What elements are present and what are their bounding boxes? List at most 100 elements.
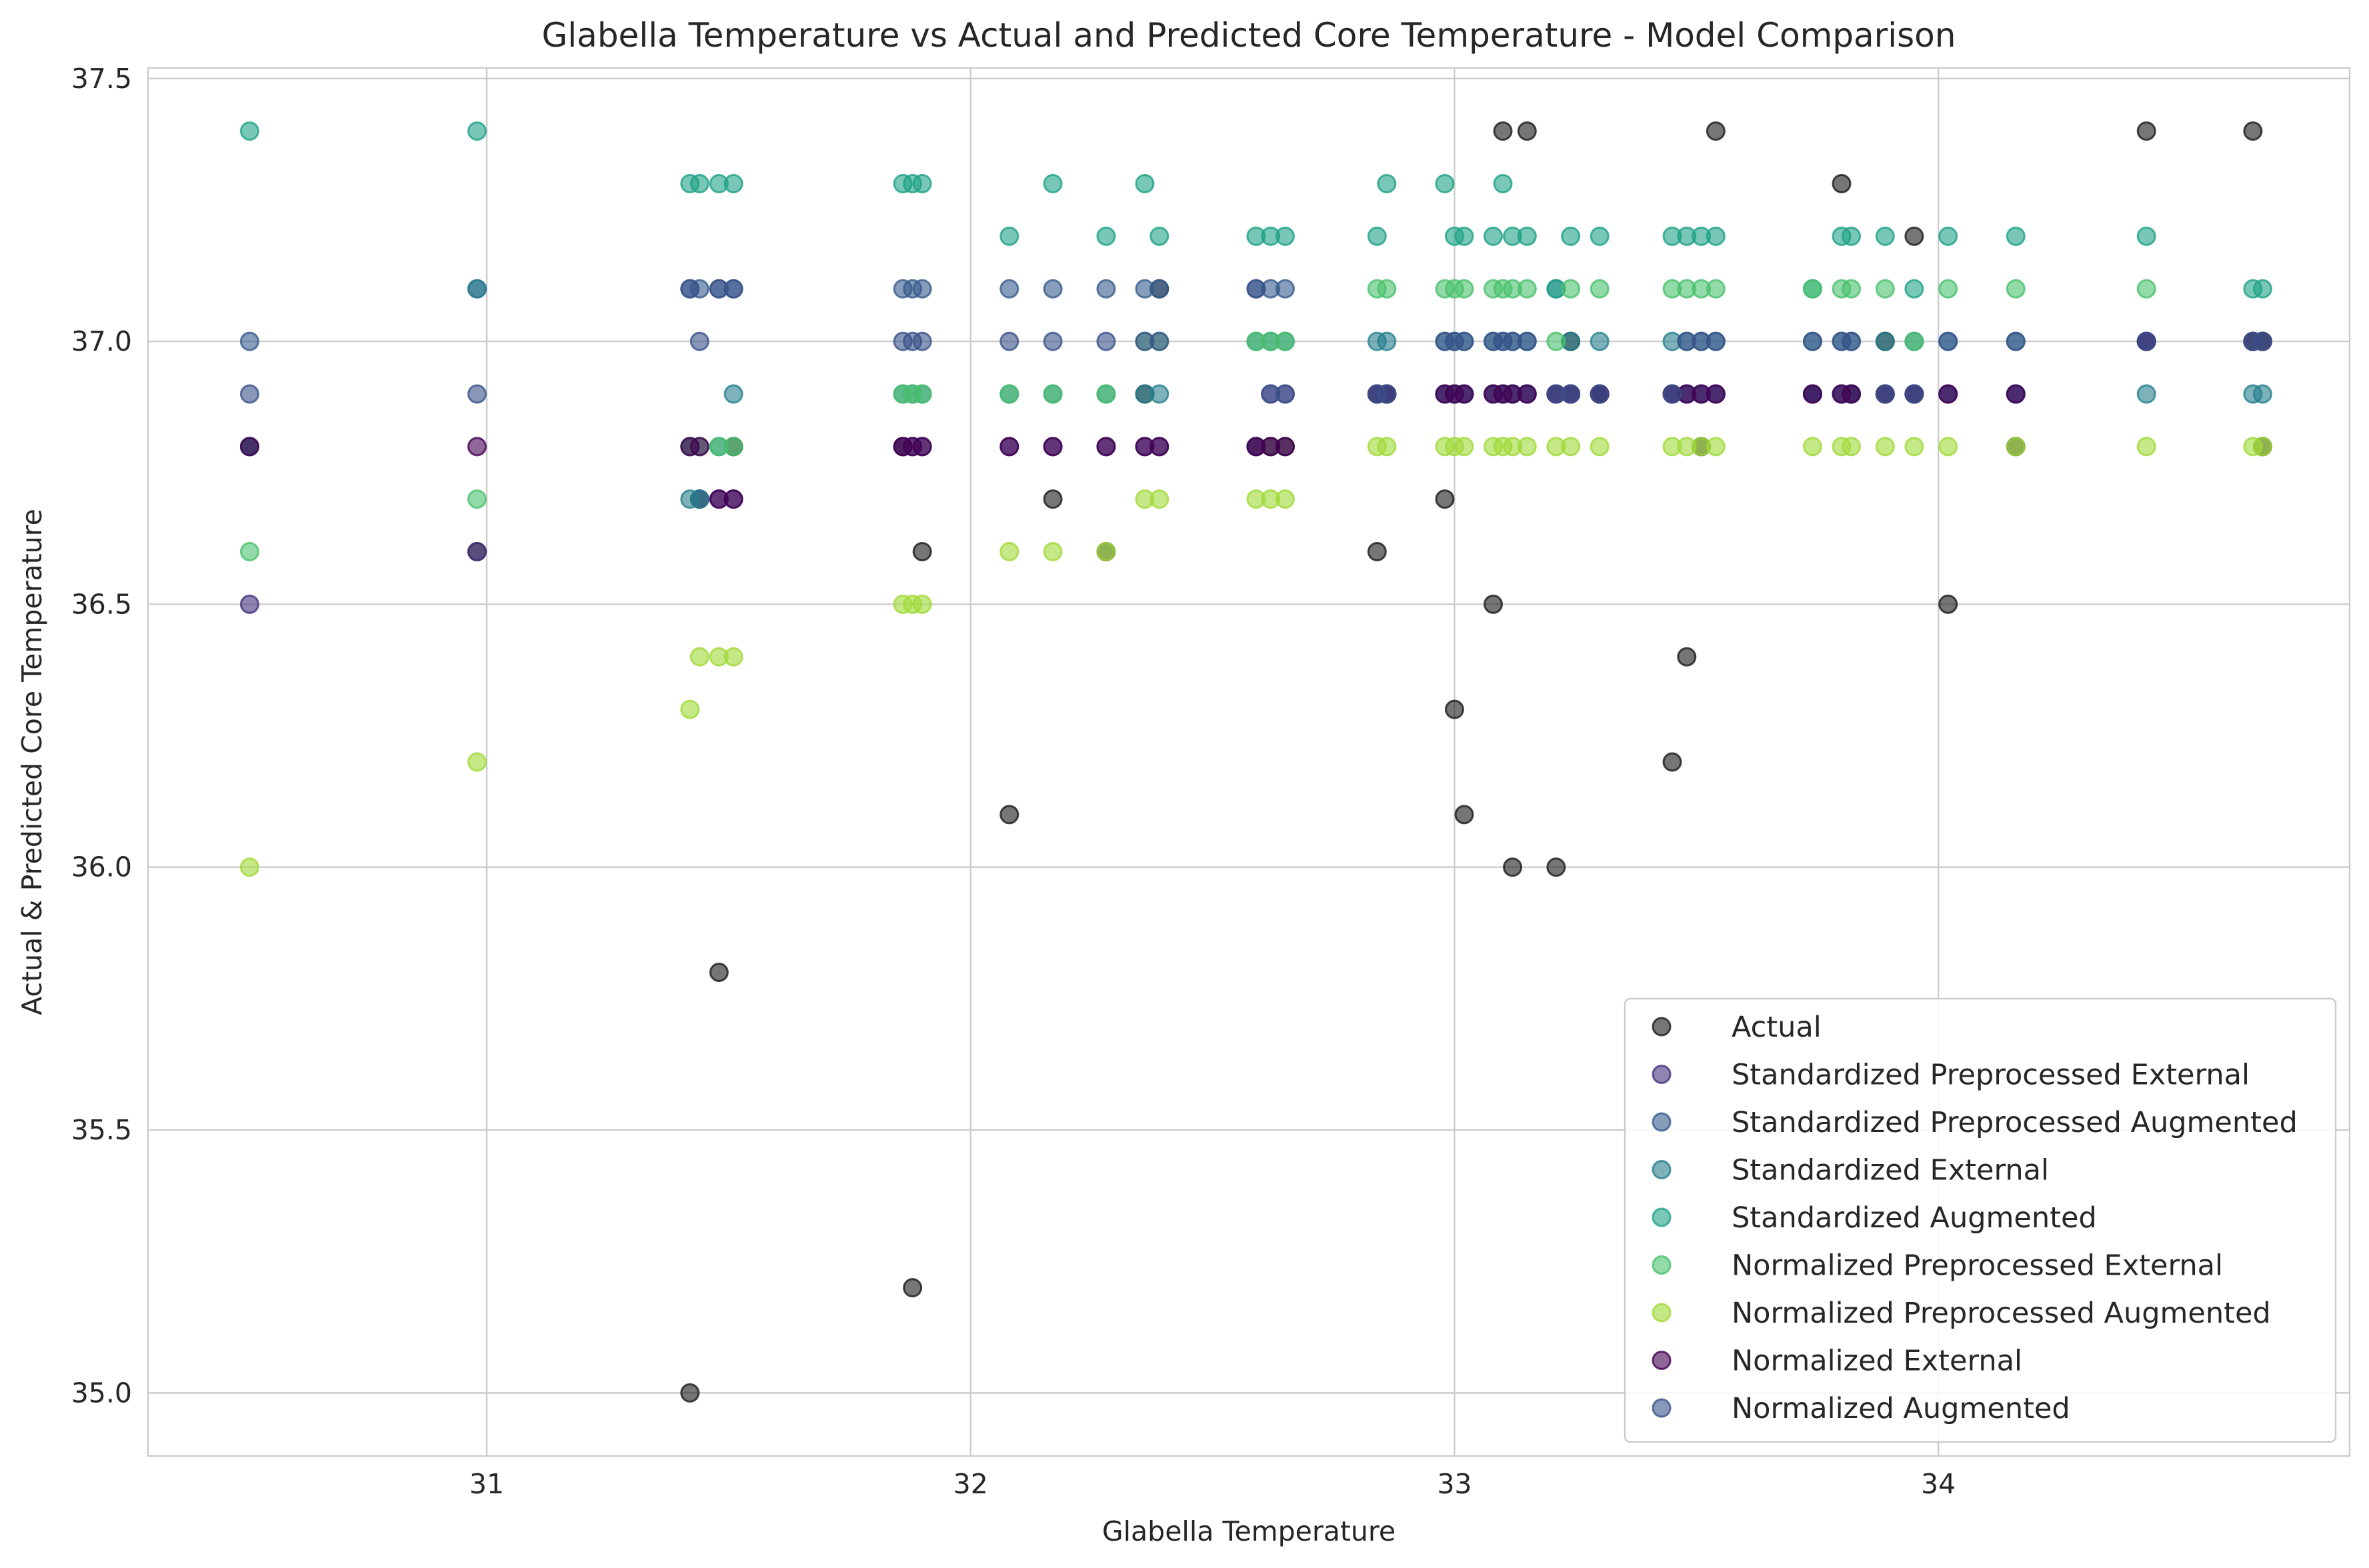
data-point — [1517, 384, 1537, 404]
data-point — [1517, 279, 1537, 299]
data-point — [1842, 384, 1862, 404]
data-points — [239, 121, 2272, 1403]
data-point — [1938, 331, 1958, 351]
data-point — [1904, 279, 1924, 299]
data-point — [1875, 331, 1895, 351]
data-point — [1662, 384, 1682, 404]
data-point — [1590, 279, 1610, 299]
data-point — [689, 331, 709, 351]
data-point — [1662, 752, 1682, 772]
data-point — [1938, 384, 1958, 404]
data-point — [723, 437, 743, 457]
legend-marker — [1652, 1398, 1672, 1418]
series-7 — [239, 331, 2272, 509]
data-point — [1938, 279, 1958, 299]
data-point — [1904, 437, 1924, 457]
data-point — [1802, 384, 1822, 404]
y-tick-label: 36.5 — [71, 588, 132, 620]
data-point — [1875, 437, 1895, 457]
legend-marker — [1652, 1351, 1672, 1370]
data-point — [1454, 279, 1474, 299]
data-point — [1842, 226, 1862, 246]
data-point — [1483, 594, 1503, 614]
data-point — [1096, 279, 1116, 299]
data-point — [1367, 226, 1387, 246]
data-point — [912, 174, 932, 193]
data-point — [723, 489, 743, 509]
data-point — [1149, 437, 1169, 457]
data-point — [1454, 437, 1474, 457]
data-point — [1377, 174, 1397, 193]
data-point — [1503, 857, 1523, 877]
data-point — [1938, 226, 1958, 246]
y-tick-label: 36.0 — [71, 851, 132, 883]
data-point — [1377, 384, 1397, 404]
data-point — [1706, 331, 1726, 351]
data-point — [1842, 279, 1862, 299]
legend-marker — [1652, 1207, 1672, 1227]
data-point — [1802, 331, 1822, 351]
legend-label: Standardized Preprocessed External — [1732, 1059, 2250, 1092]
data-point — [467, 489, 487, 509]
data-point — [2136, 384, 2156, 404]
data-point — [723, 647, 743, 667]
data-point — [2136, 331, 2156, 351]
y-tick-label: 37.0 — [71, 325, 132, 357]
data-point — [1802, 279, 1822, 299]
legend-label: Normalized Preprocessed Augmented — [1732, 1297, 2271, 1330]
legend-label: Normalized Preprocessed External — [1732, 1249, 2223, 1283]
y-axis-label: Actual & Predicted Core Temperature — [16, 509, 48, 1015]
legend-label: Actual — [1732, 1011, 1822, 1044]
data-point — [1561, 279, 1581, 299]
data-point — [1517, 226, 1537, 246]
data-point — [2252, 331, 2272, 351]
legend-label: Standardized Preprocessed Augmented — [1732, 1106, 2298, 1139]
data-point — [2136, 226, 2156, 246]
chart-title: Glabella Temperature vs Actual and Predi… — [542, 16, 1956, 55]
data-point — [912, 437, 932, 457]
data-point — [680, 1383, 700, 1403]
x-tick-labels: 31 32 33 34 — [469, 1468, 1956, 1500]
data-point — [1517, 121, 1537, 141]
data-point — [1832, 174, 1852, 193]
data-point — [689, 437, 709, 457]
data-point — [1096, 331, 1116, 351]
x-tick-label: 33 — [1437, 1468, 1472, 1500]
data-point — [903, 1278, 923, 1298]
data-point — [1275, 384, 1295, 404]
data-point — [2136, 279, 2156, 299]
data-point — [1706, 121, 1726, 141]
data-point — [999, 437, 1019, 457]
x-tick-label: 31 — [469, 1468, 504, 1500]
legend-marker — [1652, 1017, 1672, 1037]
data-point — [1677, 647, 1697, 667]
legend-label: Standardized External — [1732, 1154, 2049, 1187]
data-point — [689, 647, 709, 667]
legend-label: Standardized Augmented — [1732, 1201, 2097, 1235]
data-point — [1096, 226, 1116, 246]
data-point — [1435, 489, 1455, 509]
data-point — [1590, 226, 1610, 246]
data-point — [239, 121, 259, 141]
data-point — [723, 279, 743, 299]
data-point — [1454, 226, 1474, 246]
data-point — [1842, 331, 1862, 351]
data-point — [2006, 437, 2026, 457]
data-point — [2252, 437, 2272, 457]
data-point — [1275, 331, 1295, 351]
data-point — [1546, 331, 1566, 351]
data-point — [1275, 437, 1295, 457]
data-point — [239, 384, 259, 404]
plot-frame — [147, 67, 2351, 1457]
data-point — [1096, 542, 1116, 562]
data-point — [689, 174, 709, 193]
data-point — [1043, 384, 1063, 404]
legend-label: Normalized Augmented — [1732, 1392, 2070, 1425]
series-8 — [239, 279, 2272, 404]
data-point — [467, 279, 487, 299]
data-point — [2006, 279, 2026, 299]
data-point — [1043, 331, 1063, 351]
data-point — [1938, 594, 1958, 614]
data-point — [1904, 384, 1924, 404]
data-point — [2006, 226, 2026, 246]
